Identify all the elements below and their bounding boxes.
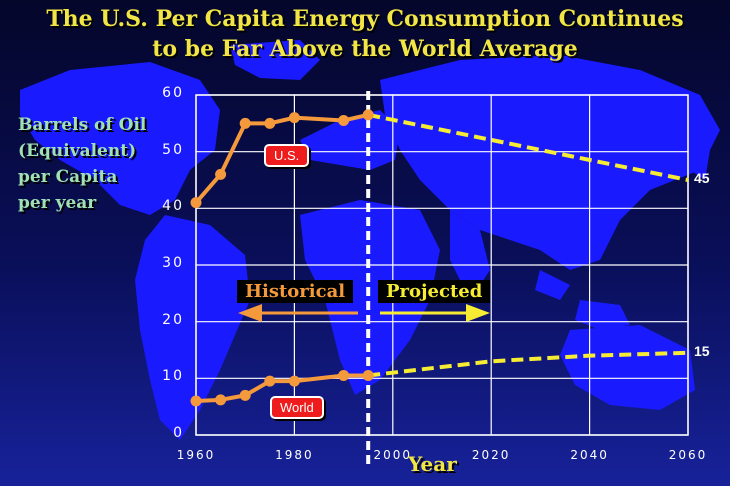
left-arrow-icon: [238, 304, 358, 322]
x-tick-label: 2020: [471, 448, 511, 462]
y-tick-label: 40: [162, 198, 184, 215]
world-point-1960: [190, 395, 202, 407]
right-arrow-icon: [380, 304, 490, 322]
y-tick-label: 10: [162, 368, 184, 385]
period-arrows: [238, 304, 490, 322]
world-point-1995: [362, 370, 374, 381]
y-axis-label-line-1: Barrels of Oil: [18, 115, 147, 135]
world-map-background: [20, 40, 720, 440]
chart-title-line-2: to be Far Above the World Average: [152, 36, 578, 62]
us-point-1960: [190, 197, 202, 209]
world-point-1970: [239, 389, 251, 401]
x-tick-label: 1960: [176, 448, 216, 462]
x-tick-label: 2060: [668, 448, 708, 462]
world-point-1965: [215, 394, 227, 406]
x-axis-label: Year: [408, 452, 457, 476]
x-tick-label: 1980: [275, 448, 314, 462]
us-series-tag: U.S.: [264, 144, 310, 167]
x-tick-label: 2040: [570, 448, 609, 462]
chart-marks: [190, 109, 689, 407]
y-tick-label: 20: [162, 311, 184, 328]
us-point-1995: [362, 109, 374, 121]
y-axis-label-line-2: (Equivalent): [18, 141, 137, 161]
y-tick-label: 60: [162, 85, 184, 101]
historical-label: Historical: [237, 280, 354, 303]
y-axis-label-line-3: per Capita: [18, 167, 118, 187]
y-axis-label-line-4: per year: [18, 193, 97, 213]
chart-title-line-1: The U.S. Per Capita Energy Consumption C…: [46, 6, 684, 32]
world-series-tag: World: [270, 396, 324, 419]
world-end-value-label: 15: [694, 343, 710, 359]
us-point-1980: [288, 112, 300, 124]
y-tick-label: 50: [162, 141, 184, 158]
us-point-1975: [264, 117, 276, 129]
us-point-1965: [215, 168, 227, 180]
world-point-1990: [338, 370, 350, 381]
x-tick-label: 2000: [373, 448, 413, 462]
y-tick-label: 0: [173, 425, 184, 441]
projected-label: Projected: [378, 280, 491, 303]
us-point-1970: [239, 117, 251, 129]
world-point-1975: [264, 375, 276, 387]
us-end-value-label: 45: [694, 170, 710, 186]
us-projected-line: [367, 112, 689, 182]
world-projected-line: [367, 350, 689, 378]
world-point-1980: [288, 375, 300, 387]
y-tick-label: 30: [162, 255, 184, 271]
us-point-1990: [338, 115, 350, 126]
